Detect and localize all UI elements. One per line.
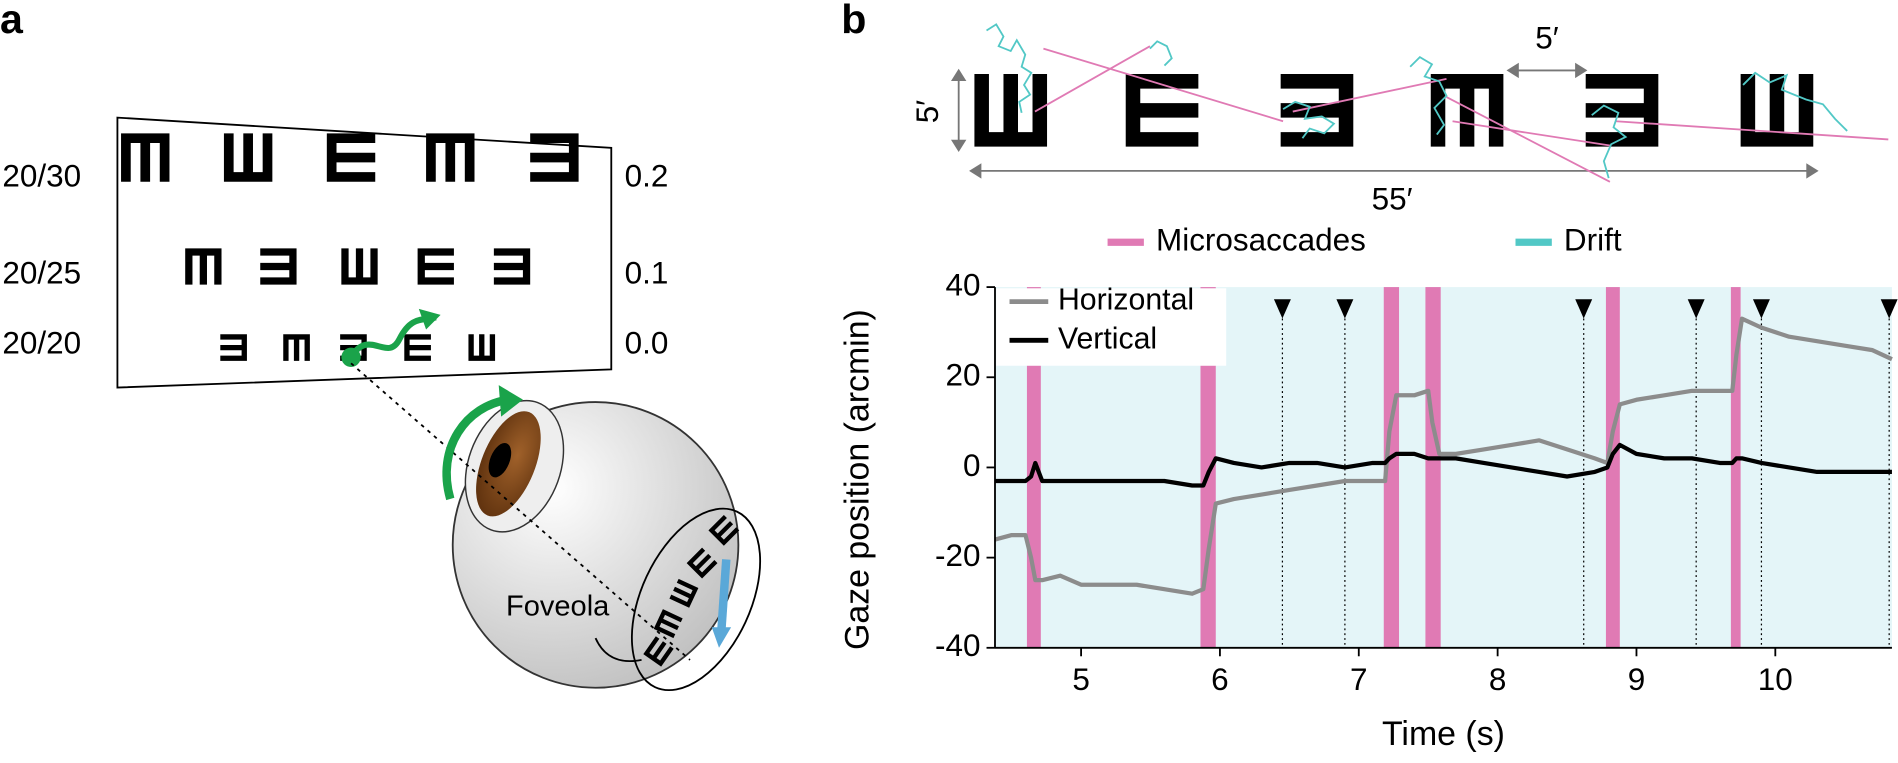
letters: [974, 74, 1814, 147]
microsaccade-span: [1383, 287, 1400, 648]
tumbling-e: [326, 133, 376, 182]
logmar-label: 0.2: [625, 158, 669, 193]
tumbling-e: [669, 578, 699, 608]
spacing-label: 5′: [1535, 20, 1559, 55]
tumbling-e: [530, 133, 579, 182]
pointer: [594, 637, 642, 663]
microsaccade-span: [1605, 287, 1620, 648]
marker-triangle: [1575, 299, 1593, 319]
letters: [643, 514, 740, 667]
height-label: 5′: [910, 100, 945, 124]
tumbling-e: [220, 334, 247, 361]
tumbling-e: [121, 133, 170, 182]
arrowhead: [711, 627, 732, 648]
y-tick-label: 20: [945, 358, 980, 393]
tumbling-e: [260, 248, 297, 285]
logmar-label: 0.1: [625, 255, 669, 290]
foveola-outline: [630, 507, 762, 692]
marker-triangle: [1273, 299, 1291, 319]
x-tick-label: 7: [1350, 662, 1368, 697]
legend-label: Drift: [1564, 223, 1622, 258]
tumbling-e: [1585, 74, 1659, 147]
foveola-label: Foveola: [506, 591, 610, 623]
x-tick-label: 9: [1628, 662, 1646, 697]
tumbling-e: [468, 334, 496, 361]
arrowhead: [498, 385, 523, 417]
x-tick-label: 6: [1211, 662, 1229, 697]
letters: [121, 133, 579, 361]
tumbling-e: [223, 133, 273, 182]
microsaccade-span: [1730, 287, 1741, 648]
snellen-label: 20/30: [2, 158, 81, 193]
tumbling-e: [643, 636, 674, 667]
tumbling-e: [686, 547, 718, 579]
legend-label: Microsaccades: [1156, 223, 1366, 258]
tumbling-e: [1740, 74, 1814, 147]
tumbling-e: [653, 609, 683, 639]
legend-label: Vertical: [1058, 322, 1157, 355]
data-line: [994, 316, 1893, 596]
tumbling-e: [493, 248, 531, 285]
tumbling-e: [426, 133, 475, 182]
microsaccade-span: [1425, 287, 1441, 648]
x-tick-label: 10: [1758, 662, 1793, 697]
logmar-label: 0.0: [625, 325, 669, 360]
legend-label: Horizontal: [1058, 284, 1194, 317]
marker-triangle: [1336, 299, 1354, 319]
arrowhead: [418, 308, 441, 330]
rotation-arrow: [442, 395, 510, 501]
plot: 40 20 0 -20 -40 5 6 7 8 9 10 Time (s) Gaze position …: [838, 223, 1898, 753]
tumbling-e: [1280, 74, 1354, 147]
snellen-label: 20/25: [2, 255, 81, 290]
tumbling-e: [1125, 74, 1199, 147]
marker-triangle: [1752, 299, 1770, 319]
y-tick-label: 40: [945, 267, 980, 302]
sight-line: [350, 362, 691, 661]
panel-label: b: [841, 0, 866, 42]
tumbling-e: [185, 248, 222, 285]
dimension-lines: [950, 62, 1819, 179]
panel-label: a: [0, 0, 24, 42]
tumbling-e: [1430, 74, 1504, 147]
x-tick-label: 8: [1489, 662, 1507, 697]
snellen-label: 20/20: [2, 325, 81, 360]
tumbling-e: [974, 74, 1048, 147]
drift-arrow: [717, 559, 731, 630]
data-line: [994, 442, 1892, 488]
tumbling-e: [341, 248, 378, 285]
x-tick-label: 5: [1072, 662, 1090, 697]
marker-triangle: [1880, 299, 1898, 319]
tumbling-e: [404, 334, 431, 361]
width-label: 55′: [1372, 181, 1413, 216]
tumbling-e: [708, 514, 740, 546]
microsaccade-span: [1200, 287, 1216, 648]
x-axis-label: Time (s): [1382, 715, 1505, 753]
tumbling-e: [283, 334, 310, 361]
tumbling-e: [340, 334, 367, 361]
pupil: [488, 442, 512, 478]
y-tick-label: -40: [935, 628, 980, 663]
y-axis-label: Gaze position (arcmin): [838, 309, 876, 650]
tumbling-e: [417, 248, 454, 285]
gaze-point: [341, 347, 361, 367]
y-tick-label: 0: [963, 448, 981, 483]
eye-trace: [986, 23, 1889, 183]
y-tick-label: -20: [935, 538, 980, 573]
marker-triangle: [1687, 299, 1705, 319]
